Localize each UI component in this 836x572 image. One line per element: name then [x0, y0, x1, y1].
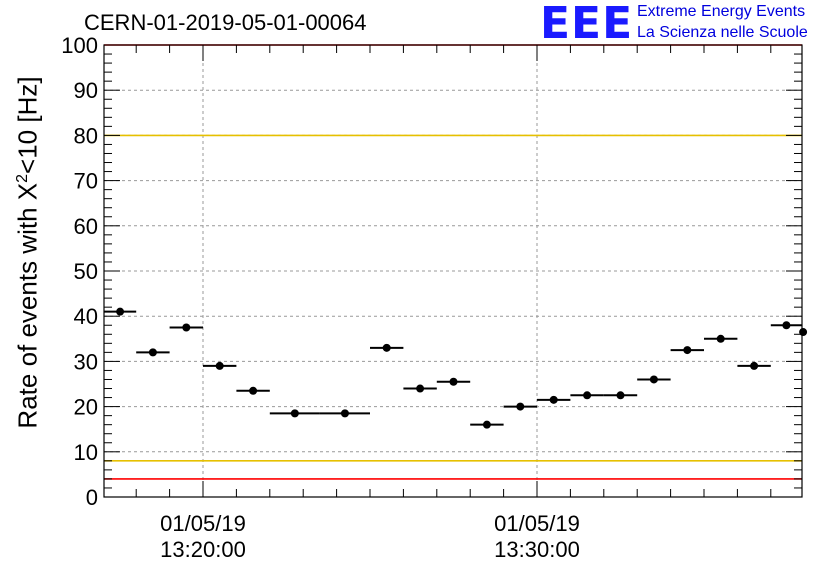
data-point: [549, 395, 558, 404]
data-point: [683, 346, 692, 355]
data-point: [416, 384, 425, 393]
data-point: [290, 409, 299, 418]
y-tick-label: 100: [61, 33, 98, 58]
data-point: [799, 328, 808, 337]
data-point: [116, 307, 125, 316]
data-point: [616, 391, 625, 400]
y-tick-label: 50: [74, 259, 98, 284]
chart-title: CERN-01-2019-05-01-00064: [84, 10, 367, 35]
tick-labels: 010203040506070809010001/05/1913:20:0001…: [61, 33, 580, 562]
y-tick-label: 10: [74, 440, 98, 465]
data-point: [340, 409, 349, 418]
data-point: [215, 361, 224, 370]
data-point: [249, 386, 258, 395]
data-point: [782, 321, 791, 330]
data-point: [182, 323, 191, 332]
x-tick-date: 01/05/19: [160, 511, 246, 536]
data-points: [104, 307, 808, 429]
grid: [104, 45, 802, 497]
logo-line-1: Extreme Energy Events: [637, 3, 806, 20]
data-point: [449, 377, 458, 386]
y-tick-label: 30: [74, 349, 98, 374]
y-tick-label: 60: [74, 214, 98, 239]
y-tick-label: 80: [74, 123, 98, 148]
data-point: [148, 348, 157, 357]
x-tick-time: 13:20:00: [160, 537, 246, 562]
x-tick-date: 01/05/19: [494, 511, 580, 536]
y-tick-label: 40: [74, 304, 98, 329]
x-tick-time: 13:30:00: [494, 537, 580, 562]
data-point: [750, 361, 759, 370]
y-tick-label: 70: [74, 169, 98, 194]
reference-lines: [104, 44, 802, 480]
data-point: [583, 391, 592, 400]
eee-logo: EEE: [540, 0, 634, 49]
logo-line-2: La Scienza nelle Scuole: [637, 24, 808, 41]
axes: [103, 44, 803, 498]
y-tick-label: 90: [74, 78, 98, 103]
data-point: [482, 420, 491, 429]
data-point: [516, 402, 525, 411]
data-point: [649, 375, 658, 384]
y-tick-label: 0: [86, 485, 98, 510]
data-point: [382, 343, 391, 352]
y-tick-label: 20: [74, 395, 98, 420]
data-point: [716, 334, 725, 343]
